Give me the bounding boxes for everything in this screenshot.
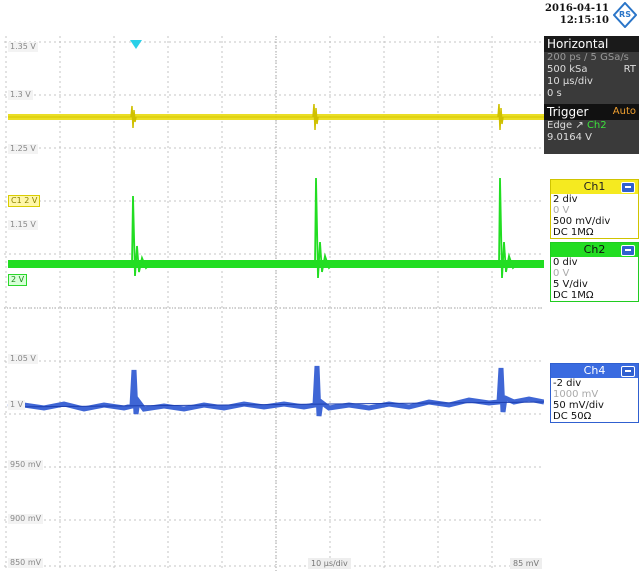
- rohde-schwarz-logo-icon: RS: [613, 2, 637, 28]
- acq-mode: RT: [623, 64, 636, 75]
- trigger-panel[interactable]: Trigger Auto Edge ↗ Ch2 9.0164 V: [544, 104, 639, 144]
- ch1-toggle-icon[interactable]: [621, 182, 635, 193]
- center-axes: [4, 36, 544, 571]
- ch2-offset: 0 V: [553, 268, 570, 279]
- trigger-mode: Auto: [612, 106, 636, 117]
- ch2-trace: [8, 177, 544, 279]
- waveform-grid: [4, 36, 544, 571]
- ch2-coupling: DC 1MΩ: [553, 290, 594, 301]
- trigger-type: Edge: [547, 120, 573, 131]
- ch4-panel[interactable]: Ch4 -2 div 1000 mV 50 mV/div DC 50Ω: [550, 363, 639, 423]
- ch4-toggle-icon[interactable]: [621, 366, 635, 377]
- ch2-title: Ch2: [583, 243, 606, 256]
- timebase-value: 10 µs/div: [547, 76, 593, 87]
- ch1-panel[interactable]: Ch1 2 div 0 V 500 mV/div DC 1MΩ: [550, 179, 639, 239]
- ch1-trace: [8, 103, 544, 131]
- rising-edge-icon: ↗: [575, 120, 584, 131]
- date-text: 2016-04-11: [545, 3, 609, 14]
- ch1-offset-div: 2 div: [553, 194, 578, 205]
- record-length: 500 kSa RT: [544, 64, 639, 76]
- ch1-coupling: DC 1MΩ: [553, 227, 594, 238]
- ch1-header: Ch1: [551, 180, 638, 194]
- y-label-1: 1.35 V: [8, 42, 38, 52]
- trigger-source: Ch2: [586, 120, 607, 131]
- ch1-offset: 0 V: [553, 205, 570, 216]
- svg-text:RS: RS: [619, 10, 631, 19]
- y-label-3: 1.25 V: [8, 144, 38, 154]
- ch1-title: Ch1: [583, 180, 606, 193]
- ch4-offset-div: -2 div: [553, 378, 582, 389]
- horizontal-title: Horizontal: [544, 36, 639, 52]
- ch1-scale: 500 mV/div: [553, 216, 611, 227]
- time-text: 12:15:10: [559, 15, 609, 26]
- ch4-coupling: DC 50Ω: [553, 411, 592, 422]
- trigger-level: 9.0164 V: [544, 132, 639, 144]
- y-label-9: 950 mV: [8, 460, 44, 470]
- date-time-display: 2016-04-11 12:15:10: [545, 3, 609, 27]
- ch2-header: Ch2: [551, 243, 638, 257]
- y-label-7: 1.05 V: [8, 354, 38, 364]
- ch2-offset-div: 0 div: [553, 257, 578, 268]
- ch4-scale: 50 mV/div: [553, 400, 604, 411]
- ch2-scale: 5 V/div: [553, 279, 588, 290]
- ch4-trace: [7, 365, 544, 417]
- horizontal-position: 0 s: [547, 88, 562, 99]
- ch2-panel[interactable]: Ch2 0 div 0 V 5 V/div DC 1MΩ: [550, 242, 639, 302]
- bottom-right-marker: 85 mV: [510, 558, 542, 569]
- y-label-2: 1.3 V: [8, 90, 33, 100]
- timebase-label: 10 µs/div: [308, 558, 351, 569]
- ch4-offset: 1000 mV: [553, 389, 599, 400]
- ch2-reference-label[interactable]: 2 V: [8, 274, 28, 286]
- top-status-bar: 2016-04-11 12:15:10 RS: [0, 0, 639, 36]
- waveform-display[interactable]: 1.35 V 1.3 V 1.25 V C1 2 V 1.15 V 2 V 1.…: [4, 36, 544, 571]
- ch1-reference-label[interactable]: C1 2 V: [8, 195, 41, 207]
- y-label-8: 1 V: [8, 400, 26, 410]
- grid-lines: [4, 36, 544, 571]
- trigger-title: Trigger: [547, 105, 589, 119]
- trigger-position-marker[interactable]: [130, 40, 142, 49]
- y-label-5: 1.15 V: [8, 220, 38, 230]
- ch4-header: Ch4: [551, 364, 638, 378]
- trigger-header: Trigger Auto: [544, 104, 639, 120]
- y-label-10: 900 mV: [8, 514, 44, 524]
- ch2-toggle-icon[interactable]: [621, 245, 635, 256]
- trigger-type-row: Edge ↗ Ch2: [544, 120, 639, 132]
- record-length-value: 500 kSa: [547, 64, 588, 75]
- sample-rate: 200 ps / 5 GSa/s: [547, 52, 629, 63]
- y-label-11: 850 mV: [8, 558, 44, 568]
- ch4-title: Ch4: [583, 364, 606, 377]
